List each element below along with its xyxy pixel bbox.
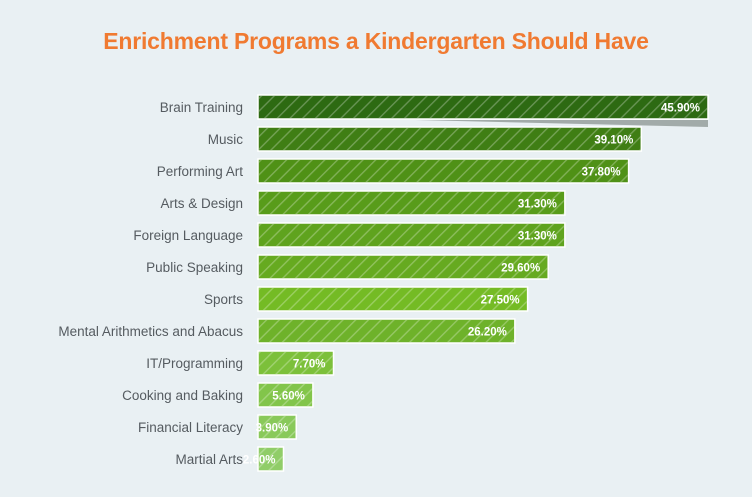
bar-row: Brain Training 45.90% <box>160 94 709 127</box>
category-label: Foreign Language <box>133 228 243 243</box>
bar-stripes <box>259 224 564 246</box>
value-label: 26.20% <box>468 327 507 339</box>
value-label: 29.60% <box>501 263 540 275</box>
category-label: Public Speaking <box>146 260 243 275</box>
bar-stripes <box>259 416 296 438</box>
category-label: Performing Art <box>157 164 244 179</box>
bar-stripes <box>259 320 514 342</box>
value-label: 27.50% <box>481 295 520 307</box>
bar-row: IT/Programming 7.70% <box>146 350 335 376</box>
value-label: 7.70% <box>293 359 326 371</box>
bar-shadow <box>415 120 708 127</box>
bar-stripes <box>259 256 548 278</box>
bar-row: Cooking and Baking 5.60% <box>122 382 314 408</box>
bar-stripes <box>259 384 312 406</box>
category-label: Arts & Design <box>160 196 243 211</box>
bar-row: Martial Arts 2.60% <box>175 446 285 472</box>
value-label: 39.10% <box>594 135 633 147</box>
value-label: 3.90% <box>256 423 289 435</box>
category-label: Sports <box>204 292 243 307</box>
bar-row: Public Speaking 29.60% <box>146 254 549 280</box>
bar-stripes <box>259 96 707 118</box>
bar-stripes <box>259 128 641 150</box>
category-label: Cooking and Baking <box>122 388 243 403</box>
value-label: 2.60% <box>243 455 276 467</box>
bar-row: Mental Arithmetics and Abacus 26.20% <box>58 318 516 344</box>
bar-stripes <box>259 448 283 470</box>
value-label: 31.30% <box>518 231 557 243</box>
category-label: Martial Arts <box>175 452 243 467</box>
bar-row: Music 39.10% <box>208 126 643 152</box>
value-label: 45.90% <box>661 103 700 115</box>
bar-row: Foreign Language 31.30% <box>133 222 566 248</box>
chart-title: Enrichment Programs a Kindergarten Shoul… <box>103 28 649 54</box>
bars-group: Brain Training 45.90% Music 39.10% Performin… <box>58 94 709 472</box>
bar-row: Sports 27.50% <box>204 286 529 312</box>
category-label: Financial Literacy <box>138 420 243 435</box>
bar-stripes <box>259 160 628 182</box>
bar-stripes <box>259 192 564 214</box>
bar-row: Performing Art 37.80% <box>157 158 630 184</box>
value-label: 37.80% <box>582 167 621 179</box>
category-label: Mental Arithmetics and Abacus <box>58 324 243 339</box>
bar-stripes <box>259 288 527 310</box>
value-label: 5.60% <box>272 391 305 403</box>
value-label: 31.30% <box>518 199 557 211</box>
bar-row: Arts & Design 31.30% <box>160 190 566 216</box>
bar-row: Financial Literacy 3.90% <box>138 414 297 440</box>
bar-stripes <box>259 352 333 374</box>
category-label: Brain Training <box>160 100 243 115</box>
category-label: IT/Programming <box>146 356 243 371</box>
category-label: Music <box>208 132 244 147</box>
